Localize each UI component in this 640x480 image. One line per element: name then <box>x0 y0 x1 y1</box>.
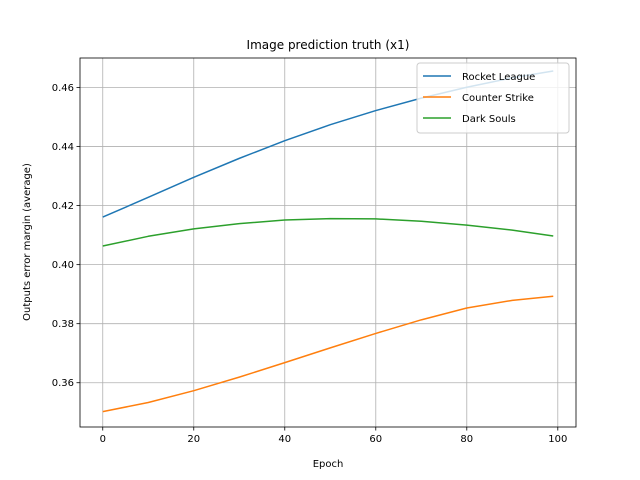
y-tick-label: 0.36 <box>52 378 74 389</box>
y-tick-label: 0.38 <box>52 319 74 330</box>
plot-frame <box>79 57 577 428</box>
y-axis-label: Outputs error margin (average) <box>22 163 33 321</box>
legend-label-rocket-league: Rocket League <box>462 72 535 83</box>
axis-ticks: 0 20 40 60 80 100 0.36 0.38 0.40 0.42 0.44 0.46 <box>52 83 568 445</box>
y-tick-label: 0.44 <box>52 142 74 153</box>
x-tick-label: 80 <box>460 434 473 445</box>
grid <box>80 58 576 427</box>
y-tick-label: 0.42 <box>52 201 74 212</box>
x-tick-label: 20 <box>187 434 200 445</box>
legend-box <box>416 62 570 134</box>
chart-title: Image prediction truth (x1) <box>247 38 410 52</box>
x-tick-label: 100 <box>548 434 567 445</box>
x-tick-label: 40 <box>278 434 291 445</box>
y-tick-label: 0.40 <box>52 260 74 271</box>
series-line-dark-souls <box>102 217 554 247</box>
x-tick-label: 0 <box>100 434 106 445</box>
y-tick-label: 0.46 <box>52 83 74 94</box>
x-axis-label: Epoch <box>313 459 344 470</box>
legend-label-counter-strike: Counter Strike <box>462 93 534 104</box>
series-line-counter-strike <box>102 295 554 413</box>
x-tick-label: 60 <box>369 434 382 445</box>
legend-label-dark-souls: Dark Souls <box>462 114 516 125</box>
legend: Rocket League Counter Strike Dark Souls <box>416 62 570 134</box>
